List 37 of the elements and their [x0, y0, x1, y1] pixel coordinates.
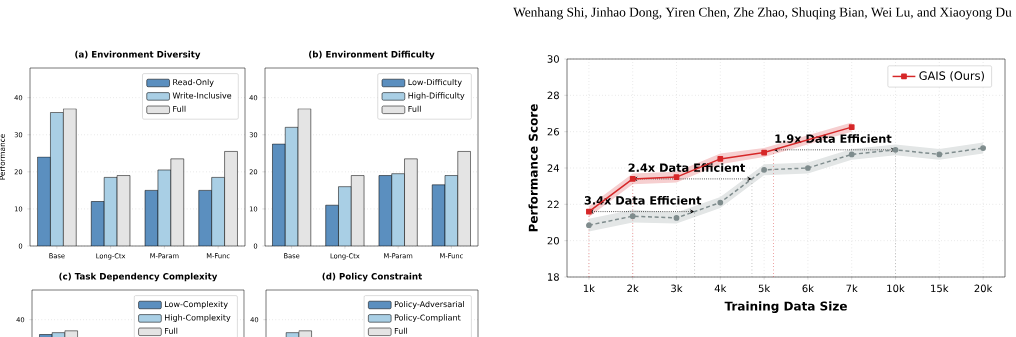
- y-tick-label: 30: [547, 55, 559, 63]
- legend-label: Full: [173, 105, 186, 112]
- chart-title: (d) Policy Constraint: [322, 272, 422, 282]
- x-tick-label: 6k: [802, 284, 814, 293]
- y-tick-label: 26: [547, 127, 559, 136]
- legend-label: Read-Only: [173, 78, 214, 87]
- x-tick-label: 7k: [846, 284, 858, 292]
- x-tick-label: 2k: [627, 284, 639, 292]
- y-tick-label: 20: [547, 236, 559, 245]
- y-tick-label: 24: [547, 164, 560, 172]
- legend-label: High-Complexity: [165, 314, 231, 323]
- x-tick-label: 20k: [974, 284, 993, 293]
- chart-title: (b) Environment Difficulty: [309, 50, 435, 60]
- text: Wenhang Shi, Jinhao Dong, Yiren Chen, Zhe Zhao, Shuqing Bian, Wei Lu, and Xiaoyong Du: [513, 7, 1012, 20]
- y-axis-title: Performance Score: [528, 104, 538, 232]
- legend-label: Low-Difficulty: [408, 78, 462, 87]
- y-tick-label: 22: [547, 200, 559, 209]
- x-tick-label: 10k: [887, 284, 905, 293]
- legend-label: Full: [408, 105, 421, 112]
- x-axis-title: Training Data Size: [724, 301, 847, 313]
- y-tick-label: 28: [547, 91, 559, 100]
- y-tick-label: 18: [548, 273, 559, 281]
- legend-label: Full: [165, 327, 178, 334]
- x-tick-label: 4k: [714, 284, 727, 292]
- chart-title: (a) Environment Diversity: [75, 50, 201, 60]
- legend-label: GAIS (Ours): [919, 71, 984, 82]
- x-tick-label: 1k: [583, 284, 595, 292]
- legend-label: Low-Complexity: [165, 300, 228, 309]
- legend-label: High-Difficulty: [408, 92, 465, 101]
- legend-label: Write-Inclusive: [172, 92, 232, 99]
- legend-label: Policy-Compliant: [394, 314, 461, 323]
- x-tick-label: 15k: [931, 284, 949, 293]
- chart-title: (c) Task Dependency Complexity: [59, 272, 218, 282]
- legend-label: Full: [394, 327, 408, 334]
- legend-label: Policy-Adversarial: [394, 300, 464, 309]
- x-tick-label: 5k: [758, 284, 771, 293]
- x-tick-label: 3k: [671, 284, 683, 293]
